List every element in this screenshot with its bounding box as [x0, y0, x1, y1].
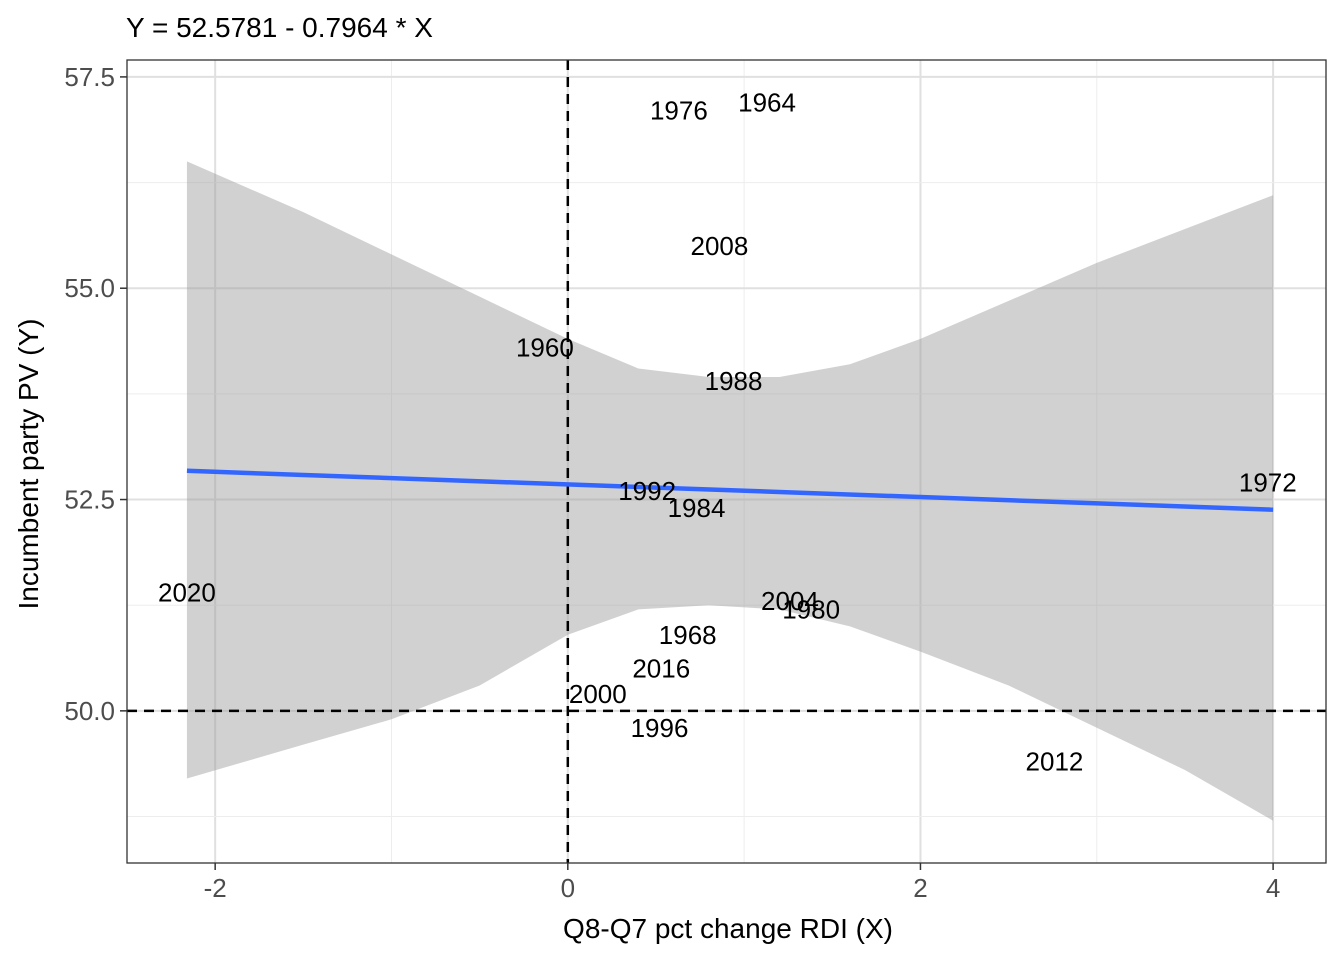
regression-line [186, 468, 1274, 512]
point-label-1976: 1976 [650, 96, 708, 126]
point-label-1988: 1988 [705, 366, 763, 396]
x-tick-label: 2 [913, 873, 927, 903]
fit-line [186, 468, 1274, 512]
point-label-1972: 1972 [1239, 468, 1297, 498]
point-label-1980: 1980 [782, 594, 840, 624]
point-labels: 1960 1964 1968 1972 1976 1980 1984 1988 1992 1996… [158, 87, 1297, 776]
point-label-2008: 2008 [691, 231, 749, 261]
panel-border [126, 59, 1327, 864]
x-tick-label: 0 [561, 873, 575, 903]
point-label-1992: 1992 [618, 476, 676, 506]
reference-lines [127, 60, 1326, 863]
point-label-2000: 2000 [569, 679, 627, 709]
chart-title: Y = 52.5781 - 0.7964 * X [126, 12, 433, 43]
y-tick-label: 55.0 [64, 273, 115, 303]
point-label-1960: 1960 [516, 332, 574, 362]
x-axis-ticks: -2 0 2 4 [204, 863, 1280, 903]
x-tick-label: -2 [204, 873, 227, 903]
grid-lines [127, 60, 1326, 863]
y-axis-ticks: 50.0 52.5 55.0 57.5 [64, 62, 127, 726]
point-label-1984: 1984 [668, 493, 726, 523]
y-tick-label: 50.0 [64, 696, 115, 726]
point-label-2012: 2012 [1026, 747, 1084, 777]
point-label-1964: 1964 [738, 87, 796, 117]
x-tick-label: 4 [1266, 873, 1280, 903]
point-label-2016: 2016 [632, 654, 690, 684]
x-axis-title: Q8-Q7 pct change RDI (X) [563, 913, 893, 944]
y-axis-title: Incumbent party PV (Y) [13, 318, 44, 609]
point-label-1968: 1968 [659, 620, 717, 650]
point-label-2004: 2004 [761, 586, 819, 616]
y-tick-label: 57.5 [64, 62, 115, 92]
y-tick-label: 52.5 [64, 485, 115, 515]
point-label-1996: 1996 [631, 713, 689, 743]
point-label-2020: 2020 [158, 578, 216, 608]
